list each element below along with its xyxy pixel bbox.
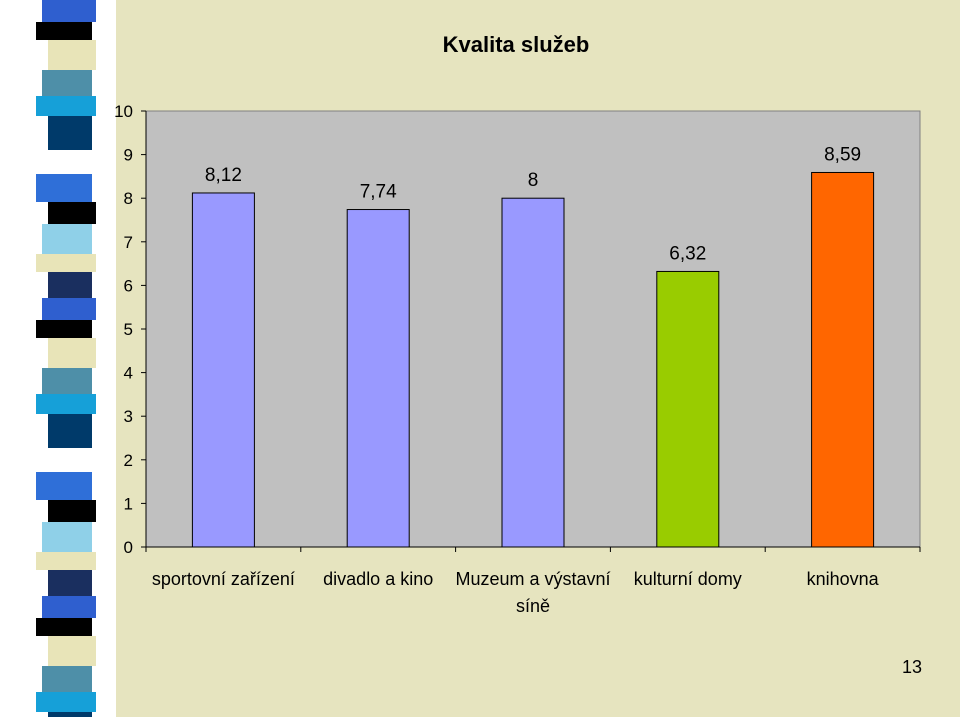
decorative-stripe [48,414,92,448]
plot-area-group: 0 1 2 3 4 5 6 7 8 9 10 8,12 sportovní zařízení 7,74 di… [114,102,921,616]
data-label: 7,74 [360,182,397,203]
decorative-stripe [36,174,92,202]
bar [346,209,410,548]
decorative-stripe [42,368,92,394]
category-label: divadlo a kino [323,569,433,589]
decorative-stripe-strip [36,0,96,717]
page-number: 13 [901,657,922,677]
y-tick-label: 7 [124,233,133,252]
decorative-stripe [36,618,92,636]
y-tick-label: 9 [124,146,133,165]
y-tick-label: 10 [114,102,133,121]
bar [191,192,255,548]
decorative-stripe [36,254,96,272]
decorative-stripe [36,472,92,500]
decorative-stripe [42,666,92,692]
decorative-stripe [48,570,92,596]
chart-title: Kvalita služeb [443,32,590,57]
y-tick-label: 6 [124,276,133,295]
y-tick-label: 4 [124,364,133,383]
y-tick-label: 0 [124,538,133,557]
category-label: síně [516,596,550,616]
decorative-stripe [48,272,92,298]
decorative-stripe [36,320,92,338]
data-label: 8,59 [824,144,861,165]
y-tick-label: 1 [124,494,133,513]
decorative-stripe [36,692,96,712]
decorative-stripe [36,552,96,570]
decorative-stripe [48,712,92,717]
decorative-stripe [48,202,96,224]
decorative-stripe [42,522,92,552]
bar [811,171,875,548]
decorative-stripe [48,116,92,150]
data-label: 6,32 [669,243,706,264]
y-tick-label: 2 [124,451,133,470]
decorative-stripe [42,0,96,22]
data-label: 8,12 [205,165,242,186]
decorative-stripe [48,40,96,70]
decorative-stripe [48,338,96,368]
category-label: knihovna [807,569,880,589]
bar [501,197,565,548]
decorative-stripe [48,500,96,522]
category-label: kulturní domy [634,569,742,589]
decorative-stripe [42,298,96,320]
decorative-stripe [42,70,92,96]
bar [656,270,720,548]
data-label: 8 [528,170,539,191]
y-tick-label: 8 [124,189,133,208]
decorative-stripe [36,394,96,414]
category-label: sportovní zařízení [152,569,295,589]
decorative-stripe [36,22,92,40]
decorative-stripe [42,150,96,174]
category-label: Muzeum a výstavní [455,569,610,589]
decorative-stripe [42,224,92,254]
decorative-stripe [42,596,96,618]
y-tick-label: 5 [124,320,133,339]
decorative-stripe [48,636,96,666]
y-tick-label: 3 [124,407,133,426]
decorative-stripe [36,96,96,116]
decorative-stripe [42,448,96,472]
